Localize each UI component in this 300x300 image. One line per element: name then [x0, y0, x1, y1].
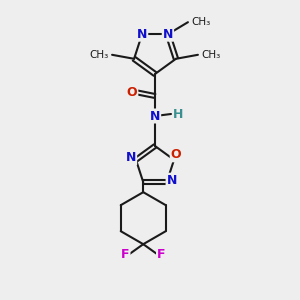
Text: N: N: [137, 28, 147, 41]
Text: CH₃: CH₃: [191, 17, 210, 27]
Text: H: H: [173, 107, 183, 121]
Text: N: N: [167, 174, 177, 187]
Text: CH₃: CH₃: [90, 50, 109, 60]
Text: F: F: [121, 248, 130, 261]
Text: O: O: [171, 148, 181, 161]
Text: N: N: [126, 151, 136, 164]
Text: O: O: [127, 85, 137, 98]
Text: F: F: [157, 248, 166, 261]
Text: N: N: [163, 28, 173, 41]
Text: N: N: [150, 110, 160, 122]
Text: CH₃: CH₃: [201, 50, 220, 60]
